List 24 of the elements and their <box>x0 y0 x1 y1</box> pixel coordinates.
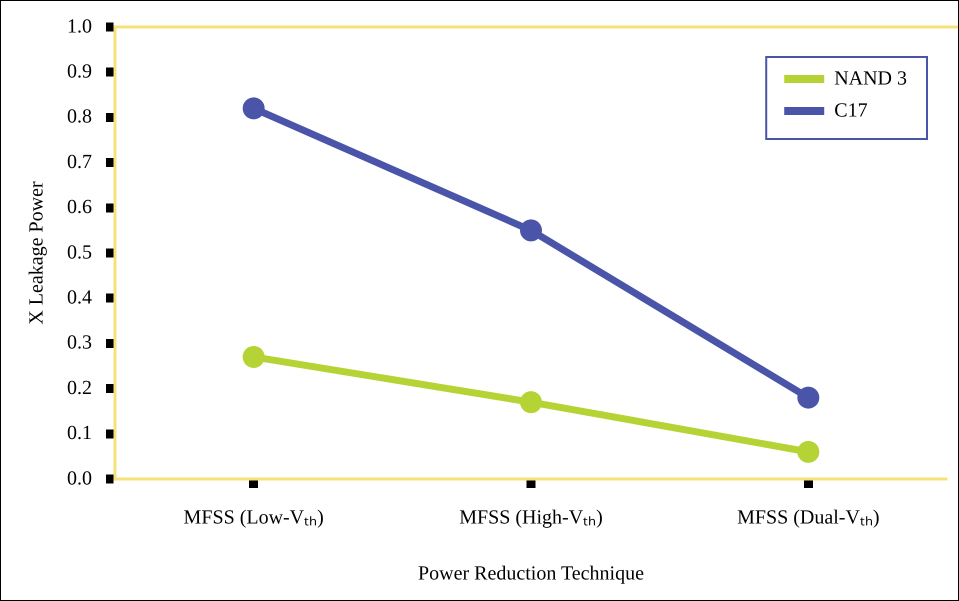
x-axis-title: Power Reduction Technique <box>418 562 644 584</box>
point <box>520 391 542 414</box>
point <box>797 386 820 409</box>
y-tick-label: 0.4 <box>67 286 92 308</box>
y-tick-label: 1.0 <box>67 15 92 38</box>
y-tick-label: 0.3 <box>67 332 92 354</box>
legend-label: NAND 3 <box>834 67 908 90</box>
point <box>242 346 265 368</box>
point <box>797 440 820 463</box>
point <box>242 97 265 120</box>
y-axis-title: X Leakage Power <box>25 181 48 325</box>
y-tick-label: 0.2 <box>67 376 92 399</box>
x-tick-label: MFSS (Low-Vₜₕ) <box>184 506 324 528</box>
y-tick-label: 0.9 <box>67 60 92 82</box>
y-tick-label: 0.1 <box>67 422 92 444</box>
y-tick-label: 0.6 <box>67 196 92 218</box>
x-tick-label: MFSS (Dual-Vₜₕ) <box>737 506 880 528</box>
x-tick-label: MFSS (High-Vₜₕ) <box>459 506 603 528</box>
legend-label: C17 <box>834 99 868 122</box>
y-tick-label: 0.0 <box>67 467 92 490</box>
y-tick-label: 0.8 <box>67 106 92 128</box>
y-tick-label: 0.7 <box>67 150 92 173</box>
point <box>520 219 542 242</box>
y-tick-label: 0.5 <box>67 241 92 264</box>
